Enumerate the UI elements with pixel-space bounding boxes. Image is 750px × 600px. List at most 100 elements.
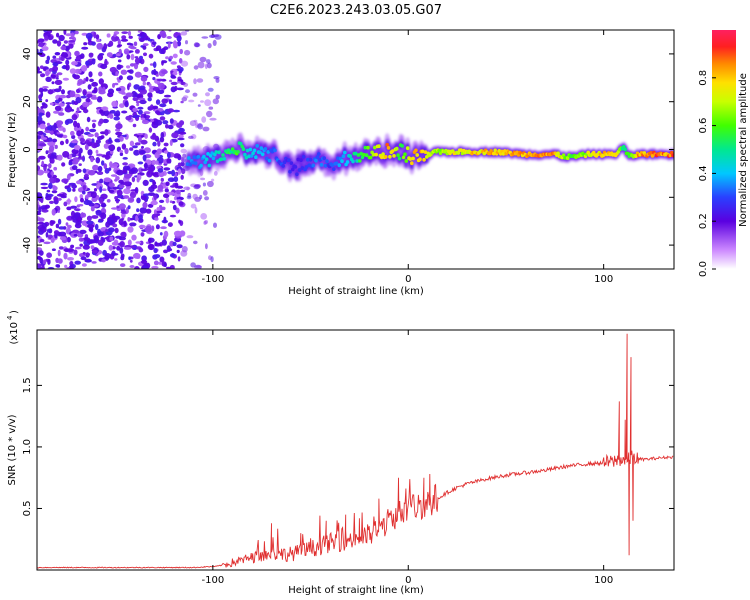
ridge-point	[351, 159, 355, 164]
noise-speck	[37, 130, 44, 135]
noise-speck	[123, 165, 131, 171]
snr-scale-exponent: 4	[6, 315, 14, 320]
noise-speck	[65, 33, 72, 37]
noise-speck	[134, 142, 141, 146]
noise-speck	[124, 100, 129, 108]
noise-speck	[193, 42, 200, 48]
noise-speck	[152, 179, 156, 186]
noise-speck	[122, 169, 127, 174]
noise-speck	[37, 66, 40, 72]
ridge-point	[392, 154, 396, 158]
noise-speck	[200, 213, 208, 220]
spectral-ridge-core	[185, 141, 674, 177]
noise-speck	[128, 50, 134, 53]
snr-series	[37, 333, 674, 569]
ridge-point	[345, 160, 350, 164]
noise-speck	[180, 174, 184, 180]
noise-speck	[152, 141, 157, 147]
snr-scale-label: (x10	[9, 322, 20, 345]
noise-speck	[113, 33, 117, 38]
noise-speck	[42, 103, 48, 109]
noise-speck	[184, 49, 191, 56]
noise-speck	[114, 196, 119, 200]
noise-speck	[80, 95, 87, 99]
noise-speck	[114, 198, 121, 202]
noise-speck	[161, 98, 168, 104]
ridge-point	[423, 150, 428, 155]
ridge-point	[263, 147, 268, 151]
noise-speck	[158, 261, 162, 265]
noise-speck	[188, 99, 195, 103]
noise-speck	[148, 83, 152, 88]
noise-speck	[119, 135, 124, 142]
noise-speck	[88, 227, 94, 232]
x-tick-label: -100	[202, 274, 225, 285]
noise-speck	[203, 220, 207, 225]
noise-speck	[41, 160, 45, 167]
ridge-point	[348, 154, 353, 159]
noise-speck	[60, 195, 67, 199]
noise-speck	[141, 32, 146, 38]
noise-speck	[111, 213, 116, 220]
noise-speck	[111, 163, 119, 167]
noise-speck	[90, 245, 95, 250]
noise-speck	[58, 103, 65, 107]
noise-speck	[121, 110, 128, 114]
noise-speck	[186, 186, 190, 191]
noise-speck	[108, 189, 115, 193]
ridge-point	[425, 155, 429, 159]
snr-ticks: -100 0 100 0.5 1.0 1.5	[22, 330, 674, 586]
colorbar-tick-label: 0.2	[698, 213, 709, 229]
noise-speck	[169, 139, 173, 146]
noise-speck	[104, 253, 111, 259]
noise-speck	[176, 122, 183, 128]
noise-speck	[177, 137, 185, 141]
noise-speck	[99, 186, 103, 193]
noise-speck	[115, 110, 121, 117]
ridge-point	[214, 150, 218, 154]
noise-speck	[91, 81, 98, 87]
ridge-point	[295, 172, 299, 177]
ridge-point	[203, 160, 207, 165]
noise-speck	[127, 197, 135, 203]
ridge-point	[244, 155, 249, 160]
noise-speck	[126, 54, 131, 60]
noise-speck	[134, 57, 141, 64]
noise-speck	[145, 37, 151, 40]
noise-speck	[109, 66, 117, 73]
ridge-point	[300, 166, 305, 170]
noise-speck	[210, 256, 214, 263]
noise-speck	[140, 117, 146, 121]
noise-speck	[70, 140, 79, 144]
noise-speck	[135, 241, 142, 244]
noise-speck	[50, 237, 55, 243]
noise-speck	[200, 177, 206, 181]
noise-speck	[64, 45, 70, 52]
noise-speck	[42, 88, 48, 92]
snr-ylabel: SNR (10 * v/v)	[7, 414, 18, 485]
noise-speck	[70, 205, 78, 209]
noise-speck	[87, 149, 93, 156]
noise-speck	[176, 87, 184, 91]
noise-speck	[204, 63, 208, 70]
noise-speck	[212, 39, 217, 47]
ridge-point	[362, 152, 366, 157]
noise-speck	[169, 55, 173, 60]
noise-speck	[197, 61, 205, 69]
ridge-point	[266, 150, 271, 154]
noise-speck	[79, 105, 85, 110]
noise-speck	[115, 123, 123, 130]
colorbar-tick-label: 0.6	[698, 118, 709, 134]
noise-speck	[204, 99, 212, 107]
ridge-point	[193, 161, 198, 166]
ridge-point	[260, 152, 265, 157]
noise-speck	[93, 87, 98, 94]
snr-frame	[36, 329, 675, 571]
noise-speck	[111, 250, 116, 257]
noise-speck	[118, 48, 122, 55]
noise-speck	[193, 78, 197, 85]
noise-speck	[74, 213, 80, 218]
ridge-point	[311, 163, 316, 168]
noise-speck	[147, 166, 154, 172]
noise-speck	[156, 148, 162, 155]
